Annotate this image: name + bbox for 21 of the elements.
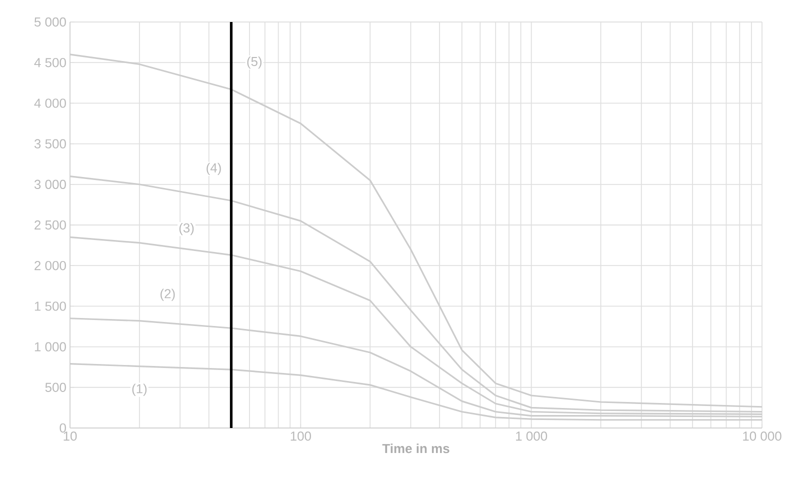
y-tick-label: 500 [45,382,66,392]
x-tick-label: 1 000 [516,432,548,441]
y-tick-label: 2 000 [34,260,66,270]
x-tick-label: 10 [64,432,77,441]
x-axis-title: Time in ms [382,444,450,454]
y-tick-label: 0 [60,423,66,433]
x-tick-label: 100 [290,432,312,441]
y-tick-label: 5 000 [34,17,66,27]
series-label: (2) [160,288,175,301]
y-tick-label: 4 500 [34,58,66,68]
series-label: (3) [179,222,194,236]
y-tick-label: 1 500 [34,302,66,311]
y-tick-label: 1 000 [34,342,66,352]
y-tick-label: 2 500 [34,220,66,230]
series-label: (5) [247,56,262,69]
y-tick-label: 4 000 [34,98,66,108]
series-label: (4) [206,162,221,176]
y-tick-label: 3 000 [34,180,66,189]
series-label: (1) [132,384,147,396]
y-tick-label: 3 500 [34,139,66,148]
x-tick-label: 10 000 [743,432,782,441]
